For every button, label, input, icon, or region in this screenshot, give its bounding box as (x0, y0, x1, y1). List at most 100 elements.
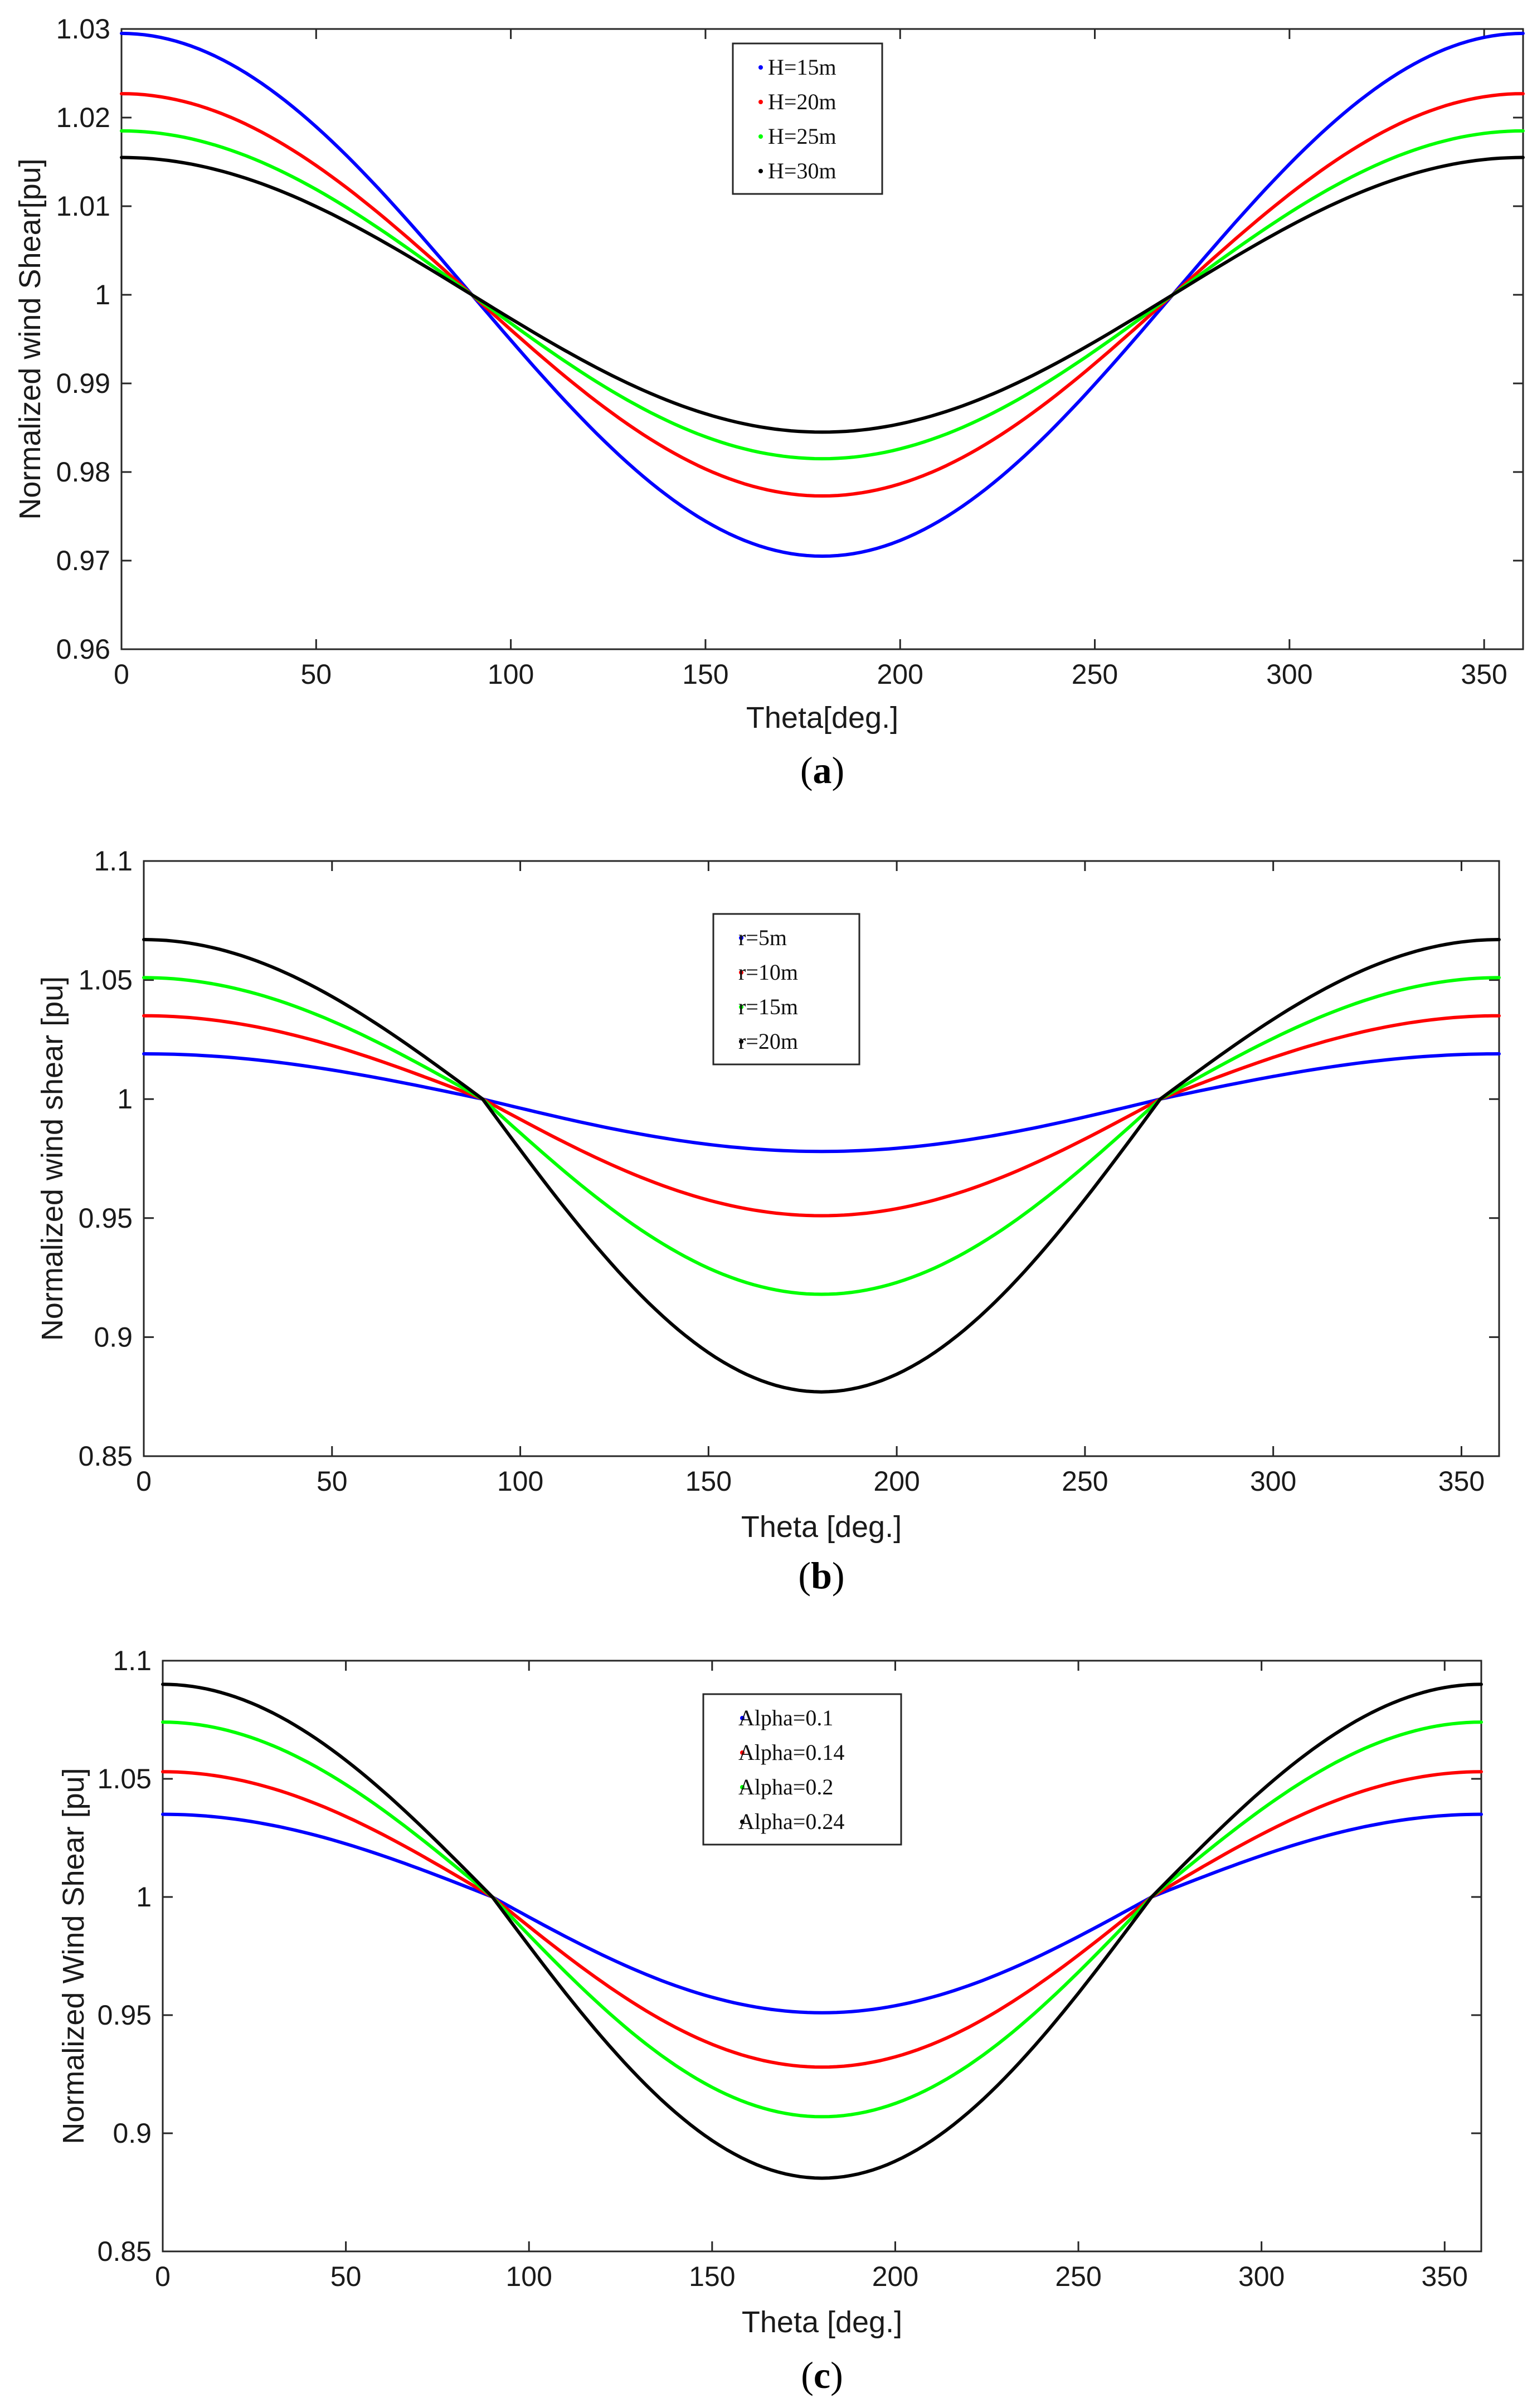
x-axis-label: Theta [deg.] (742, 2305, 902, 2339)
y-tick-label: 0.9 (94, 1321, 133, 1353)
series-line-2 (120, 92, 1525, 498)
y-axis-label: Normalized Wind Shear [pu] (57, 1768, 90, 2144)
legend-marker (739, 970, 743, 975)
legend-entry: H=20m (768, 89, 836, 114)
panel-caption: (a) (800, 749, 844, 791)
panel-caption: (b) (798, 1554, 844, 1597)
series-line-4 (161, 1682, 1483, 2180)
x-tick-label: 50 (330, 2261, 362, 2292)
plot-area-frame (162, 1660, 1482, 2253)
legend: r=5m r=10m r=15m r=20m (712, 913, 860, 1066)
legend-marker (739, 1039, 743, 1044)
series-line-1 (161, 1812, 1483, 2015)
legend-entry: Alpha=0.24 (738, 1809, 844, 1834)
y-tick-label: 0.96 (56, 634, 110, 665)
legend-marker (740, 1716, 745, 1720)
y-tick-label: 0.99 (56, 368, 110, 399)
legend-marker (740, 1750, 745, 1755)
x-tick-label: 250 (1072, 659, 1118, 690)
x-axis-label: Theta [deg.] (741, 1510, 902, 1544)
x-tick-label: 300 (1266, 659, 1312, 690)
x-tick-label: 350 (1461, 659, 1507, 690)
series-line-1 (142, 1052, 1501, 1154)
series-line-4 (120, 155, 1525, 434)
x-tick-label: 150 (685, 1466, 732, 1497)
y-tick-label: 1.05 (79, 965, 133, 996)
y-tick-label: 0.95 (79, 1203, 133, 1234)
legend-entry: r=10m (738, 960, 798, 985)
panel-caption-letter: a (813, 749, 832, 791)
legend-box (732, 42, 883, 195)
legend-marker (740, 1820, 745, 1824)
series-line-3 (120, 129, 1525, 461)
x-tick-label: 300 (1250, 1466, 1296, 1497)
legend-box (702, 1693, 902, 1846)
series-line-4 (142, 938, 1501, 1394)
legend-entry: Alpha=0.1 (738, 1705, 833, 1730)
y-tick-label: 1.03 (56, 13, 110, 45)
y-tick-label: 0.95 (98, 2000, 152, 2031)
panel-caption-letter: b (811, 1554, 832, 1597)
y-tick-label: 1 (95, 279, 110, 310)
panel-caption: (c) (801, 2354, 843, 2396)
plot-area-frame (143, 860, 1500, 1457)
x-tick-label: 0 (155, 2261, 171, 2292)
y-axis-label: Normalized wind Shear[pu] (13, 158, 47, 519)
legend-marker (739, 1005, 743, 1009)
y-tick-label: 1 (117, 1083, 133, 1115)
legend-entry: H=30m (768, 158, 836, 183)
legend-entry: Alpha=0.14 (738, 1740, 844, 1765)
plot-area-frame (120, 28, 1524, 650)
y-tick-label: 1.02 (56, 102, 110, 133)
legend-box (712, 913, 860, 1066)
legend-entry: r=20m (738, 1029, 798, 1054)
x-tick-label: 300 (1238, 2261, 1285, 2292)
y-tick-label: 1 (136, 1881, 152, 1913)
legend-marker (739, 936, 743, 940)
chart-panel-a: 0 50 100 150 200 250 300 350 0.96 0.97 0.98 0.99 1 1.… (13, 13, 1525, 791)
legend-entry: Alpha=0.2 (738, 1774, 833, 1799)
chart-panel-c: 0 50 100 150 200 250 300 350 0.85 0.9 0.95 1 1.05 1.1… (57, 1645, 1483, 2396)
y-tick-label: 0.97 (56, 545, 110, 576)
x-tick-label: 200 (873, 1466, 920, 1497)
y-tick-label: 0.9 (113, 2118, 152, 2149)
legend: H=15m H=20m H=25m H=30m (732, 42, 883, 195)
legend-marker (758, 169, 763, 173)
legend-entry: r=15m (738, 994, 798, 1019)
legend-marker (758, 134, 763, 139)
series-line-1 (120, 31, 1525, 558)
series-line-3 (142, 976, 1501, 1296)
legend-marker (758, 100, 763, 104)
x-tick-label: 150 (689, 2261, 735, 2292)
panel-caption-letter: c (814, 2354, 830, 2396)
y-tick-label: 1.1 (94, 845, 133, 877)
x-tick-label: 0 (136, 1466, 152, 1497)
x-tick-label: 100 (497, 1466, 543, 1497)
y-tick-label: 1.01 (56, 191, 110, 222)
x-axis-label: Theta[deg.] (746, 701, 898, 734)
series-line-2 (161, 1770, 1483, 2069)
x-tick-label: 350 (1422, 2261, 1468, 2292)
y-tick-label: 0.85 (98, 2236, 152, 2267)
x-tick-label: 250 (1055, 2261, 1101, 2292)
y-tick-label: 1.05 (98, 1763, 152, 1794)
y-tick-label: 0.85 (79, 1441, 133, 1472)
y-axis-label: Normalized wind shear [pu] (36, 976, 69, 1341)
x-tick-label: 200 (872, 2261, 918, 2292)
x-tick-label: 100 (488, 659, 534, 690)
series-line-3 (161, 1720, 1483, 2119)
y-tick-label: 0.98 (56, 456, 110, 488)
legend-marker (758, 65, 763, 70)
y-tick-label: 1.1 (113, 1645, 152, 1676)
x-tick-label: 150 (682, 659, 728, 690)
legend-entry: H=15m (768, 55, 836, 80)
x-tick-label: 100 (506, 2261, 552, 2292)
x-tick-label: 200 (877, 659, 923, 690)
x-tick-label: 350 (1438, 1466, 1485, 1497)
x-tick-label: 250 (1062, 1466, 1108, 1497)
series-line-2 (142, 1014, 1501, 1218)
legend-entry: H=25m (768, 124, 836, 149)
chart-panel-b: 0 50 100 150 200 250 300 350 0.85 0.9 0.95 1 1.05 1.1… (36, 845, 1501, 1597)
legend-marker (740, 1785, 745, 1789)
